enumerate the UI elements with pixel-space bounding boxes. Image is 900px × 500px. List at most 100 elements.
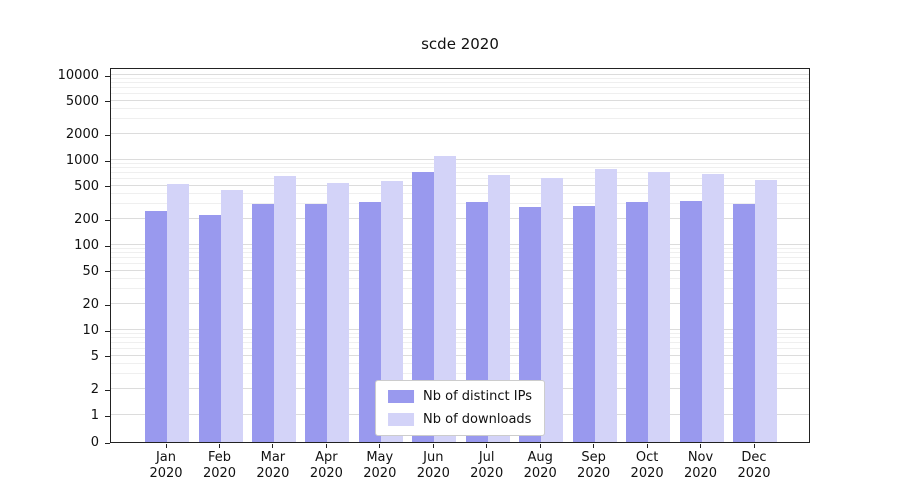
gridline-minor-70	[111, 257, 809, 259]
gridline-10	[111, 329, 809, 330]
legend-item-downloads: Nb of downloads	[388, 412, 532, 427]
x-tick-year-aug: 2020	[523, 466, 557, 482]
legend-label-distinct-ips: Nb of distinct IPs	[423, 389, 532, 404]
y-tick-mark-200	[105, 219, 110, 221]
gridline-minor-6	[111, 347, 809, 349]
x-tick-label-may: May 2020	[345, 450, 415, 483]
gridline-minor-9000	[111, 77, 809, 79]
y-tick-label-1: 1	[90, 408, 99, 423]
x-tick-mark-dec	[753, 444, 755, 448]
gridline-minor-400	[111, 192, 809, 194]
y-tick-label-200: 200	[74, 212, 99, 228]
y-tick-mark-5	[105, 356, 110, 358]
bars-layer	[111, 69, 809, 442]
bar-downloads-feb	[220, 189, 243, 442]
gridline-minor-4000	[111, 107, 809, 109]
bar-downloads-sep	[594, 169, 617, 442]
gridline-2000	[111, 133, 809, 135]
gridline-10000	[111, 74, 809, 75]
x-tick-year-feb: 2020	[202, 466, 237, 482]
gridline-minor-8000	[111, 82, 809, 84]
gridline-minor-8	[111, 337, 809, 339]
y-tick-label-50: 50	[82, 263, 99, 279]
gridline-minor-80	[111, 252, 809, 254]
y-tick-mark-50	[105, 271, 110, 273]
legend-item-distinct-ips: Nb of distinct IPs	[388, 389, 532, 404]
x-tick-month-sep: Sep	[581, 450, 606, 465]
bar-distinct-ips-feb	[198, 215, 221, 442]
x-tick-label-feb: Feb 2020	[185, 450, 255, 483]
x-tick-mark-may	[379, 444, 381, 448]
x-tick-mark-oct	[646, 444, 648, 448]
x-tick-year-may: 2020	[363, 466, 397, 482]
gridline-minor-40	[111, 277, 809, 279]
x-tick-label-mar: Mar 2020	[238, 450, 308, 483]
x-tick-year-jun: 2020	[416, 466, 450, 482]
bar-downloads-nov	[701, 173, 724, 442]
gridline-minor-300	[111, 203, 809, 205]
bar-downloads-dec	[755, 179, 777, 442]
y-tick-mark-2	[105, 389, 110, 391]
gridline-50	[111, 269, 809, 271]
x-tick-month-oct: Oct	[635, 450, 659, 465]
x-tick-label-nov: Nov 2020	[666, 450, 736, 483]
legend-swatch-distinct-ips	[388, 390, 415, 403]
y-tick-label-0: 0	[90, 435, 99, 450]
y-tick-mark-2000	[105, 134, 110, 136]
gridline-100	[111, 244, 809, 245]
bar-downloads-oct	[648, 171, 671, 442]
bar-downloads-apr	[327, 183, 350, 442]
legend-label-downloads: Nb of downloads	[423, 412, 532, 427]
x-tick-year-mar: 2020	[256, 466, 290, 482]
legend-swatch-downloads	[388, 413, 415, 426]
gridline-minor-30	[111, 288, 809, 290]
x-tick-mark-nov	[700, 444, 701, 448]
x-tick-month-may: May	[366, 450, 394, 465]
x-tick-month-jan: Jan	[155, 450, 177, 465]
gridline-minor-7000	[111, 87, 809, 89]
x-tick-month-apr: Apr	[315, 450, 338, 465]
gridline-200	[111, 218, 809, 220]
x-tick-month-dec: Dec	[741, 450, 767, 465]
gridline-minor-900	[111, 162, 809, 164]
bar-downloads-aug	[541, 177, 564, 442]
x-tick-month-nov: Nov	[687, 450, 714, 465]
x-tick-mark-jun	[432, 444, 434, 448]
x-tick-mark-apr	[325, 444, 327, 448]
y-tick-label-10: 10	[82, 323, 99, 338]
x-tick-label-sep: Sep 2020	[559, 450, 629, 483]
bar-distinct-ips-jun	[412, 172, 435, 442]
x-tick-mark-aug	[539, 444, 541, 448]
gridline-minor-800	[111, 167, 809, 169]
y-tick-label-20: 20	[82, 297, 99, 313]
gridline-minor-3000	[111, 118, 809, 120]
x-tick-mark-feb	[219, 444, 220, 448]
x-tick-month-jun: Jun	[423, 450, 444, 465]
x-tick-label-jul: Jul 2020	[452, 450, 522, 483]
gridline-minor-7	[111, 342, 809, 344]
gridline-minor-90	[111, 247, 809, 249]
gridline-500	[111, 184, 809, 186]
bar-distinct-ips-oct	[626, 202, 649, 442]
x-tick-month-jul: Jul	[478, 450, 495, 465]
y-tick-mark-1	[105, 415, 110, 417]
gridline-20	[111, 303, 809, 305]
y-tick-label-2: 2	[90, 382, 99, 398]
x-tick-year-jul: 2020	[470, 466, 504, 482]
bar-distinct-ips-dec	[733, 204, 755, 442]
bar-distinct-ips-jan	[145, 211, 167, 442]
legend: Nb of distinct IPs Nb of downloads	[375, 380, 545, 436]
y-tick-mark-10	[105, 330, 110, 332]
bar-downloads-mar	[273, 175, 296, 442]
y-tick-label-1000: 1000	[65, 153, 99, 168]
x-tick-year-sep: 2020	[577, 466, 611, 482]
bar-downloads-jan	[167, 184, 189, 442]
y-tick-mark-5000	[105, 101, 110, 103]
gridline-minor-700	[111, 172, 809, 174]
bar-distinct-ips-nov	[679, 200, 702, 442]
y-tick-mark-1000	[105, 160, 110, 162]
gridline-1000	[111, 159, 809, 160]
gridline-minor-6000	[111, 92, 809, 94]
gridline-5000	[111, 99, 809, 101]
